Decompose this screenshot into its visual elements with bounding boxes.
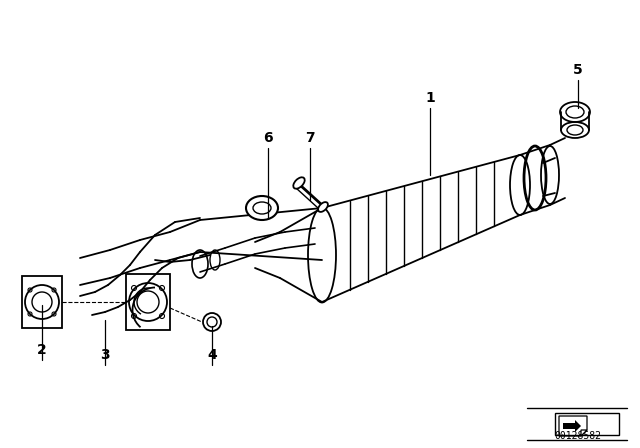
Ellipse shape bbox=[318, 202, 328, 212]
Text: 7: 7 bbox=[305, 131, 315, 145]
Text: 6: 6 bbox=[263, 131, 273, 145]
Text: 4: 4 bbox=[207, 348, 217, 362]
Text: 00128582: 00128582 bbox=[554, 431, 602, 441]
Bar bbox=[555, 413, 619, 435]
Polygon shape bbox=[581, 430, 587, 436]
Polygon shape bbox=[563, 420, 581, 432]
Text: 3: 3 bbox=[100, 348, 110, 362]
Ellipse shape bbox=[293, 177, 305, 189]
Text: 1: 1 bbox=[425, 91, 435, 105]
Ellipse shape bbox=[246, 196, 278, 220]
Text: 2: 2 bbox=[37, 343, 47, 357]
Text: 5: 5 bbox=[573, 63, 583, 77]
